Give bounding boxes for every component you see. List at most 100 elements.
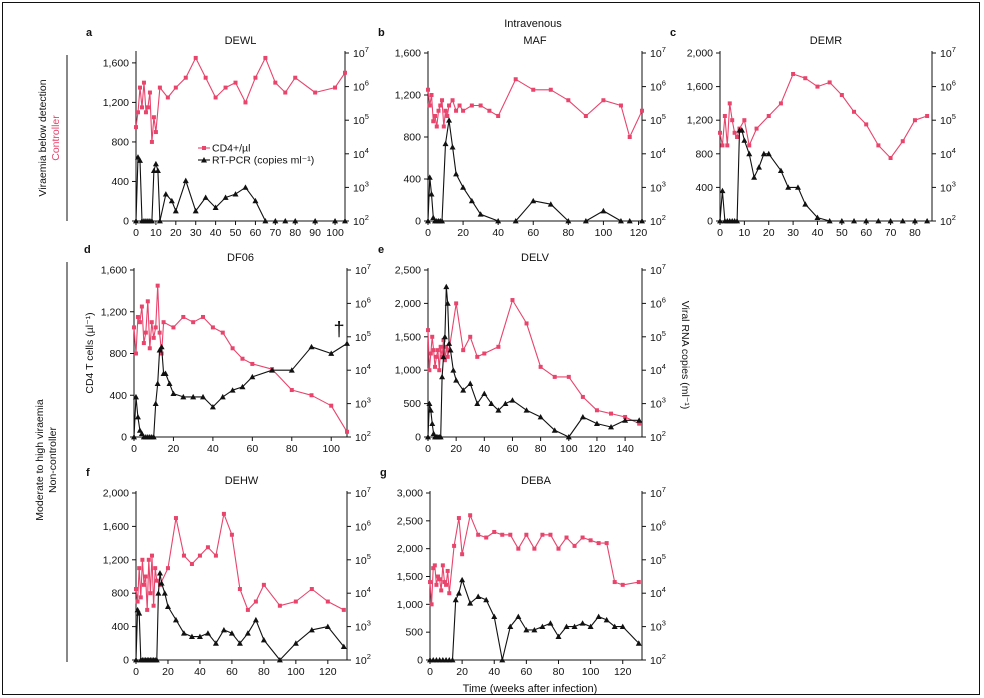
x-tick-label: 120 bbox=[319, 666, 337, 678]
x-tick-label: 20 bbox=[162, 666, 174, 678]
rt-pcr-point bbox=[899, 218, 906, 224]
x-tick-label: 10 bbox=[739, 227, 751, 239]
rt-pcr-point bbox=[192, 207, 199, 214]
cd4-point bbox=[827, 80, 832, 85]
cd4-point bbox=[429, 602, 434, 607]
rt-pcr-point bbox=[212, 640, 219, 646]
rt-pcr-point bbox=[440, 353, 447, 360]
rt-pcr-point bbox=[288, 367, 295, 373]
cd4-point bbox=[566, 98, 571, 103]
rt-pcr-point bbox=[579, 413, 586, 420]
cd4-point bbox=[189, 561, 194, 566]
cd4-point bbox=[440, 563, 445, 568]
rt-pcr-point bbox=[509, 397, 516, 403]
y-tick-label: 0 bbox=[707, 216, 713, 228]
rt-pcr-point bbox=[439, 218, 446, 224]
rt-pcr-point bbox=[483, 596, 490, 603]
rt-pcr-point bbox=[156, 218, 163, 224]
legend-rt-marker bbox=[201, 157, 207, 163]
y-tick-label: 2,000 bbox=[395, 298, 421, 310]
cd4-point bbox=[438, 103, 443, 108]
rt-pcr-point bbox=[851, 218, 858, 224]
cd4-point bbox=[436, 574, 441, 579]
legend-cd4-label: CD4+/µl bbox=[212, 143, 250, 155]
cd4-point bbox=[309, 393, 314, 398]
panel-e: 0 500 1,000 1,500 2,000 2,500 102 103 104 105 106 1… bbox=[378, 244, 666, 455]
rt-pcr-point bbox=[168, 197, 175, 204]
y-tick-label: 400 bbox=[111, 176, 129, 188]
cd4-point bbox=[766, 114, 771, 118]
y2-tick-label: 106 bbox=[650, 518, 666, 533]
route-label: Intravenous bbox=[504, 18, 562, 30]
rt-pcr-point bbox=[460, 184, 467, 190]
panel-f: 04008001,2001,6002,000102103104105106107… bbox=[86, 467, 371, 678]
y-tick-label: 1,500 bbox=[397, 571, 423, 583]
cd4-point bbox=[742, 118, 747, 123]
rt-pcr-point bbox=[455, 590, 462, 596]
y-tick-label: 500 bbox=[405, 627, 423, 639]
cd4-point bbox=[289, 388, 294, 393]
x-tick-label: 20 bbox=[450, 443, 462, 455]
rt-pcr-point bbox=[539, 623, 546, 629]
x-tick-label: 70 bbox=[885, 227, 897, 239]
cd4-point bbox=[430, 334, 435, 339]
rt-pcr-point bbox=[426, 400, 433, 406]
cd4-point bbox=[725, 143, 730, 148]
rt-pcr-point bbox=[802, 201, 809, 207]
cd4-point bbox=[193, 55, 198, 60]
x-tick-label: 80 bbox=[562, 227, 574, 239]
rt-pcr-point bbox=[180, 630, 187, 636]
cd4-point bbox=[428, 580, 432, 585]
y2-tick-label: 103 bbox=[650, 619, 666, 634]
cd4-point bbox=[791, 72, 796, 76]
x-tick-label: 80 bbox=[258, 666, 270, 678]
cd4-point bbox=[233, 80, 238, 85]
rt-pcr-point bbox=[132, 393, 139, 400]
cd4-point bbox=[138, 595, 143, 600]
cd4-point bbox=[815, 84, 820, 89]
cd4-point bbox=[637, 421, 642, 426]
x-tick-label: 50 bbox=[836, 227, 848, 239]
x-tick-label: 60 bbox=[507, 443, 519, 455]
y-tick-label: 2,500 bbox=[395, 265, 421, 277]
rt-pcr-point bbox=[292, 218, 299, 224]
cd4-point bbox=[438, 344, 443, 349]
rt-pcr-point bbox=[502, 400, 509, 406]
rt-pcr-point bbox=[826, 218, 833, 224]
x-tick-label: 140 bbox=[616, 443, 634, 455]
y2-tick-label: 106 bbox=[650, 79, 666, 94]
x-tick-label: 0 bbox=[131, 443, 137, 455]
cd4-point bbox=[852, 109, 857, 114]
cd4-point bbox=[147, 90, 152, 95]
y2-tick-label: 107 bbox=[355, 485, 371, 500]
cd4-line bbox=[719, 73, 928, 159]
cd4-point bbox=[540, 532, 545, 537]
rt-pcr-point bbox=[342, 218, 348, 224]
cd4-point bbox=[496, 114, 501, 118]
y2-tick-label: 106 bbox=[353, 79, 369, 94]
rt-pcr-point bbox=[582, 218, 589, 224]
cd4-point bbox=[640, 108, 644, 113]
cd4-point bbox=[135, 599, 140, 604]
rt-pcr-point bbox=[228, 630, 235, 636]
cd4-point bbox=[134, 587, 138, 592]
rt-pcr-point bbox=[449, 144, 456, 150]
cd4-point bbox=[516, 546, 521, 551]
y2-tick-label: 104 bbox=[355, 362, 371, 377]
rt-pcr-point bbox=[449, 657, 456, 663]
cd4-point bbox=[293, 75, 298, 80]
cd4-point bbox=[213, 553, 218, 558]
x-tick-label: 0 bbox=[717, 227, 723, 239]
y2-tick-label: 107 bbox=[650, 485, 666, 500]
rt-pcr-point bbox=[166, 380, 173, 386]
cd4-point bbox=[139, 304, 144, 309]
cd4-point bbox=[580, 394, 585, 399]
rt-pcr-point bbox=[148, 218, 155, 224]
cd4-point bbox=[556, 546, 561, 551]
rt-pcr-point bbox=[182, 177, 189, 184]
panel-letter: a bbox=[86, 27, 93, 39]
death-dagger: † bbox=[333, 319, 344, 341]
cd4-point bbox=[428, 351, 433, 356]
x-tick-label: 70 bbox=[269, 227, 281, 239]
cd4-point bbox=[623, 414, 628, 419]
